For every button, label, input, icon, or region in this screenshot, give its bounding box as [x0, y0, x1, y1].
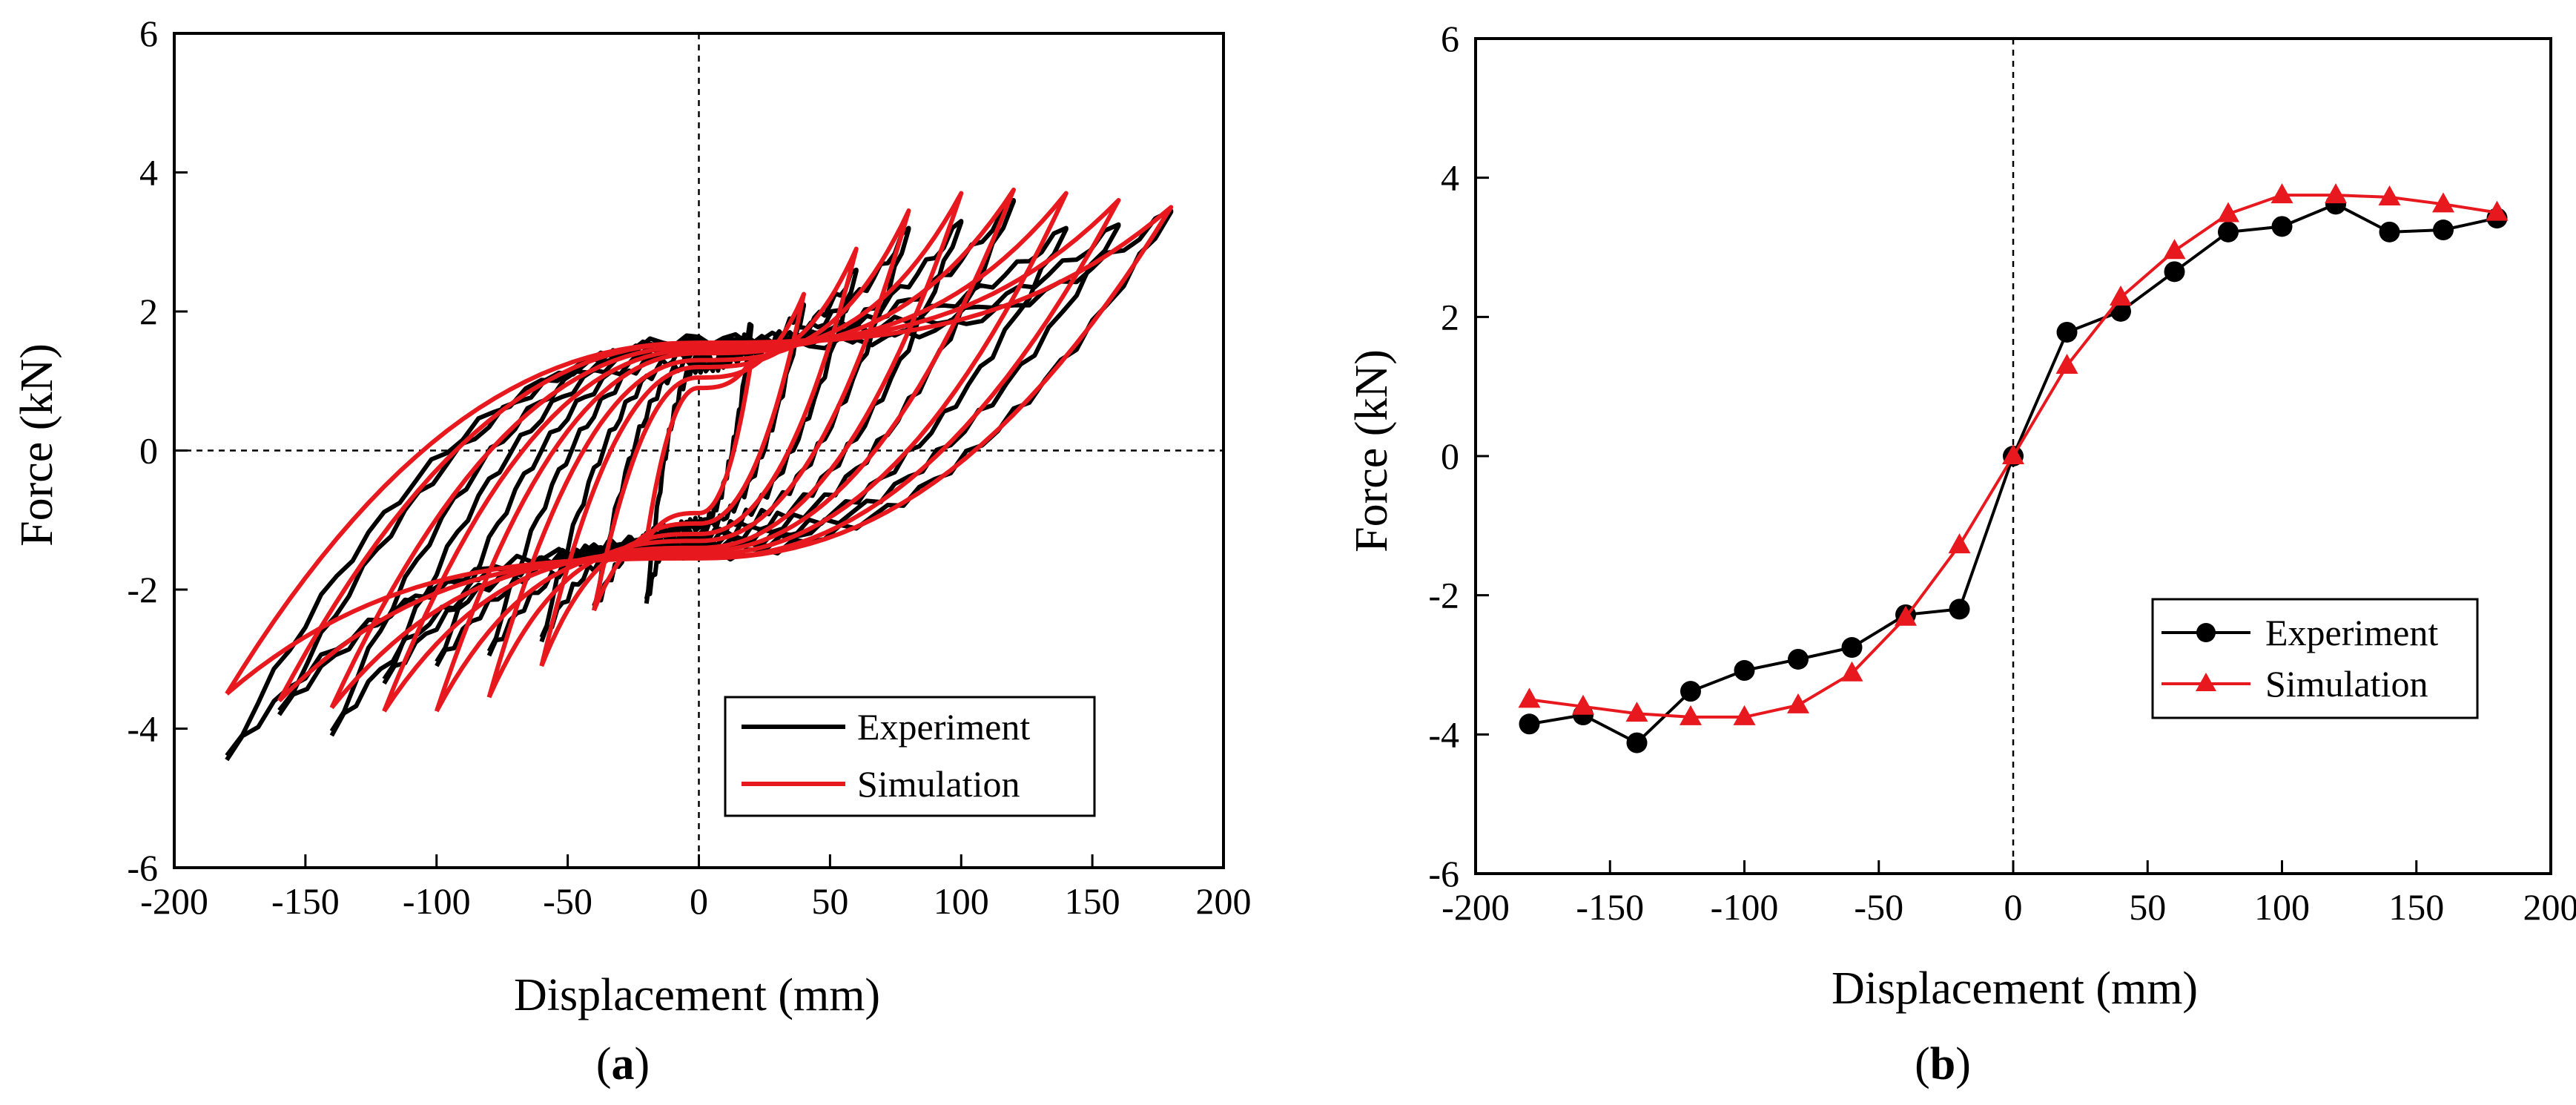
panel-a-legend-simulation-label: Simulation [857, 763, 1020, 805]
experiment-point [2379, 221, 2400, 243]
simulation-point [2163, 239, 2186, 260]
simulation-point [1840, 661, 1863, 682]
experiment-point [2056, 321, 2078, 343]
panel-b-legend-box [2151, 598, 2479, 719]
panel-b-simulation-series [1518, 183, 2509, 725]
experiment-point [1841, 637, 1863, 659]
experiment-point [2433, 220, 2454, 241]
simulation-point [1572, 694, 1594, 715]
x-tick-label: -150 [271, 880, 340, 922]
simulation-point [1733, 705, 1756, 725]
panel-b: -200 -150 -100 -50 0 50 100 150 200 -6 -4 -2 0 2 4 6 E… [1347, 18, 2576, 1089]
panel-a-y-axis-label: Force (kN) [12, 343, 62, 547]
simulation-loop [486, 208, 911, 699]
panel-b-x-ticks: -200 -150 -100 -50 0 50 100 150 200 [1441, 860, 2576, 928]
simulation-point [1625, 702, 1648, 722]
simulation-loop [644, 357, 754, 542]
y-tick-label: 2 [139, 291, 158, 332]
experiment-point [1519, 713, 1540, 735]
panel-a-reference-lines [174, 33, 1223, 868]
simulation-point [1787, 693, 1809, 713]
panel-a-label-letter: a [612, 1039, 635, 1089]
panel-a-simulation-series [225, 187, 1174, 713]
y-tick-label: -2 [127, 569, 158, 610]
y-tick-label: 4 [1441, 157, 1459, 199]
panel-a-legend-experiment-label: Experiment [857, 706, 1030, 748]
y-tick-label: -6 [1428, 853, 1459, 894]
x-tick-label: 100 [2254, 886, 2310, 928]
simulation-loop [225, 205, 1174, 696]
x-tick-label: 50 [2129, 886, 2166, 928]
simulation-point [2378, 185, 2401, 205]
panel-b-legend-simulation-label: Simulation [2265, 663, 2428, 705]
y-tick-label: 0 [1441, 435, 1459, 477]
x-tick-label: -50 [543, 880, 592, 922]
panel-a-legend: Experiment Simulation [724, 696, 1096, 817]
panel-a-x-axis-label: Displacement (mm) [514, 970, 880, 1020]
x-tick-label: -100 [403, 880, 471, 922]
y-tick-label: 2 [1441, 296, 1459, 337]
x-tick-label: 0 [690, 880, 708, 922]
x-tick-label: -200 [140, 880, 208, 922]
panel-b-legend: Experiment Simulation [2151, 598, 2479, 719]
simulation-point [2325, 183, 2347, 204]
y-tick-label: 6 [1441, 18, 1459, 59]
simulation-point [2432, 192, 2454, 213]
x-tick-label: -200 [1441, 886, 1510, 928]
experiment-point [1680, 681, 1701, 702]
panel-b-y-axis-label: Force (kN) [1347, 349, 1397, 552]
simulation-point [1948, 533, 1971, 554]
x-tick-label: 50 [811, 880, 848, 922]
simulation-point [2110, 286, 2132, 306]
panel-a: -200 -150 -100 -50 0 50 100 150 200 -6 -4 -2 0 2 4 6 E… [12, 13, 1252, 1089]
x-tick-label: -50 [1854, 886, 1903, 928]
simulation-loop [539, 246, 859, 667]
panel-b-legend-simulation-marker [2196, 673, 2216, 691]
y-tick-label: -6 [127, 847, 158, 888]
y-tick-label: -4 [127, 708, 158, 750]
panel-b-y-ticks: -6 -4 -2 0 2 4 6 [1428, 18, 1489, 894]
panel-b-label: (b) [1915, 1039, 1971, 1089]
experiment-point [2271, 216, 2293, 237]
simulation-point [2270, 183, 2293, 204]
panel-b-legend-experiment-marker [2196, 623, 2216, 642]
x-tick-label: 100 [934, 880, 989, 922]
simulation-point [1895, 605, 1917, 626]
x-tick-label: 200 [2523, 886, 2576, 928]
experiment-point [1734, 660, 1755, 682]
panel-a-legend-box [724, 696, 1096, 817]
experiment-point [2164, 261, 2185, 283]
simulation-point [2217, 202, 2239, 222]
panel-b-label-letter: b [1930, 1039, 1955, 1089]
simulation-loop [592, 291, 806, 612]
x-tick-label: 150 [2388, 886, 2444, 928]
x-tick-label: 0 [2004, 886, 2023, 928]
simulation-point [1518, 687, 1541, 708]
y-tick-label: 4 [139, 152, 158, 194]
panel-a-x-ticks: -200 -150 -100 -50 0 50 100 150 200 [140, 854, 1252, 922]
simulation-point [1680, 705, 1702, 725]
experiment-point [1949, 598, 1970, 620]
y-tick-label: 0 [139, 430, 158, 472]
simulation-point [2055, 354, 2078, 375]
panel-a-plot-frame [173, 32, 1225, 869]
panel-a-label: (a) [596, 1039, 650, 1089]
x-tick-label: -150 [1576, 886, 1644, 928]
experiment-point [1788, 648, 1809, 670]
x-tick-label: -100 [1711, 886, 1779, 928]
panel-b-plot-frame [1474, 37, 2552, 875]
x-tick-label: 200 [1196, 880, 1252, 922]
y-tick-label: 6 [139, 13, 158, 54]
y-tick-label: -2 [1428, 575, 1459, 616]
simulation-point [2002, 444, 2024, 464]
experiment-point [2218, 221, 2239, 243]
x-tick-label: 150 [1065, 880, 1120, 922]
experiment-point [1626, 732, 1648, 753]
y-tick-label: -4 [1428, 713, 1459, 755]
simulation-point [2486, 200, 2509, 221]
panel-b-x-axis-label: Displacement (mm) [1832, 963, 2198, 1014]
panel-b-legend-experiment-label: Experiment [2265, 612, 2438, 653]
